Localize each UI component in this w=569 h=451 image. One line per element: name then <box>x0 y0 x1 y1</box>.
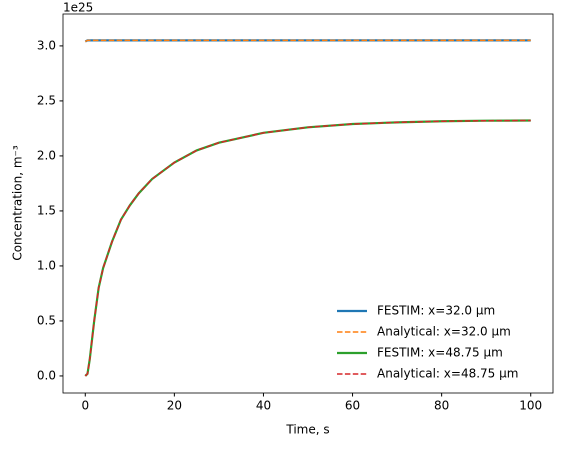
y-tick-label: 0.5 <box>37 313 56 327</box>
y-tick-label: 0.0 <box>37 368 56 382</box>
y-axis-label: Concentration, m⁻³ <box>11 145 25 261</box>
x-tick-label: 80 <box>434 399 449 413</box>
legend-label: Analytical: x=48.75 µm <box>377 367 518 381</box>
legend-label: Analytical: x=32.0 µm <box>377 325 511 339</box>
x-tick-label: 40 <box>256 399 271 413</box>
y-tick-label: 2.5 <box>37 93 56 107</box>
x-axis-label: Time, s <box>285 423 329 437</box>
y-offset-label: 1e25 <box>63 1 93 15</box>
legend-label: FESTIM: x=32.0 µm <box>377 304 495 318</box>
y-tick-label: 1.5 <box>37 203 56 217</box>
series-line <box>84 39 531 43</box>
legend-box <box>327 297 547 387</box>
y-tick-label: 2.0 <box>37 148 56 162</box>
x-tick-label: 0 <box>81 399 89 413</box>
x-tick-label: 60 <box>345 399 360 413</box>
y-tick-label: 1.0 <box>37 258 56 272</box>
x-tick-label: 20 <box>167 399 182 413</box>
y-tick-label: 3.0 <box>37 38 56 52</box>
legend-label: FESTIM: x=48.75 µm <box>377 346 503 360</box>
x-tick-label: 100 <box>519 399 542 413</box>
series-line <box>84 119 531 377</box>
plot-frame <box>62 13 554 394</box>
